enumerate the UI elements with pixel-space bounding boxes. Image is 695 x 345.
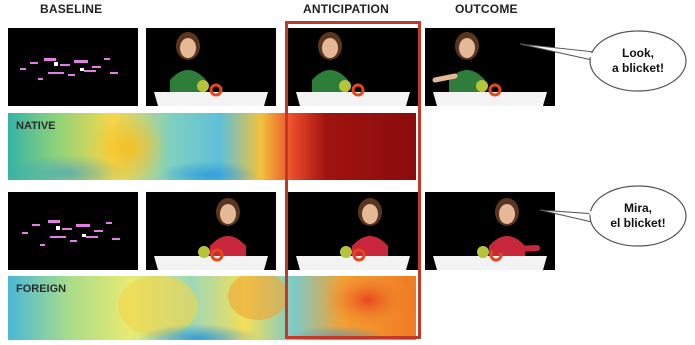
foreign-label: FOREIGN (16, 283, 67, 295)
heatmap-foreign: FOREIGN (8, 276, 416, 340)
foreign-speaker-image (288, 192, 418, 270)
heatmap-foreign-image (8, 276, 416, 340)
outcome-speaker-panel-native (425, 28, 555, 106)
speech-bubble-native (519, 30, 687, 92)
baseline-scramble-panel-foreign (8, 192, 138, 270)
heatmap-native: NATIVE (8, 113, 416, 180)
speech-text-foreign: Mira, el blicket! (610, 201, 666, 230)
native-speaker-pointing-image (425, 28, 555, 106)
scramble-image (8, 192, 138, 270)
native-speaker-image (288, 28, 418, 106)
native-label: NATIVE (16, 120, 56, 132)
anticipation-header: ANTICIPATION (303, 2, 389, 16)
baseline-speaker-panel-native (146, 28, 276, 106)
baseline-speaker-panel-foreign (146, 192, 276, 270)
foreign-speaker-pointing-image (425, 192, 555, 270)
foreign-speaker-image (146, 192, 276, 270)
baseline-header: BASELINE (40, 2, 103, 16)
heatmap-native-image (8, 113, 416, 180)
outcome-header: OUTCOME (455, 2, 518, 16)
speech-bubble-foreign (539, 185, 687, 247)
anticipation-speaker-panel-native (288, 28, 418, 106)
scramble-image (8, 28, 138, 106)
baseline-scramble-panel-native (8, 28, 138, 106)
speech-text-native: Look, a blicket! (611, 46, 665, 75)
anticipation-speaker-panel-foreign (288, 192, 418, 270)
outcome-speaker-panel-foreign (425, 192, 555, 270)
native-speaker-image (146, 28, 276, 106)
